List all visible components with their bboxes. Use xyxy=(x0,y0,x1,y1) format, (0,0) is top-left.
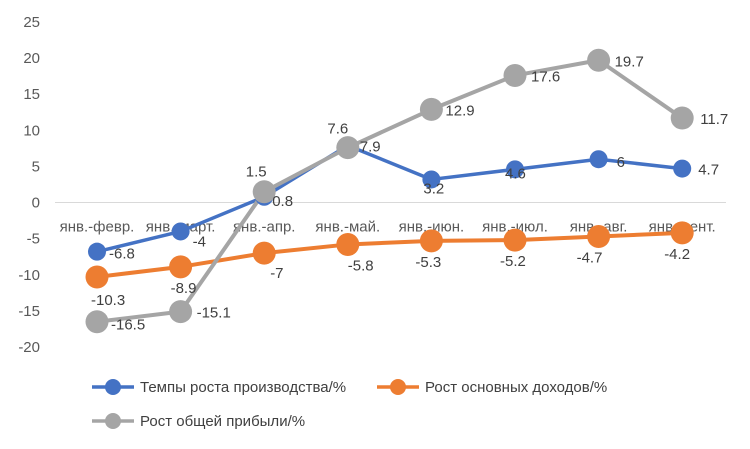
data-point xyxy=(169,300,193,324)
data-label: 12.9 xyxy=(445,102,474,119)
data-point xyxy=(85,265,109,289)
data-point xyxy=(169,255,193,279)
data-label: -7 xyxy=(270,265,283,282)
data-point xyxy=(670,106,694,130)
legend-label: Рост основных доходов/% xyxy=(425,379,607,396)
data-label: 1.5 xyxy=(246,164,267,181)
data-point xyxy=(88,242,106,261)
data-point xyxy=(670,221,694,245)
data-point xyxy=(85,310,109,334)
series-line xyxy=(96,230,683,279)
series-points xyxy=(85,48,694,334)
data-point xyxy=(336,232,360,256)
data-point xyxy=(506,160,524,179)
y-tick-label: -15 xyxy=(18,303,40,320)
data-point xyxy=(587,225,611,248)
y-tick-label: -20 xyxy=(18,339,40,356)
data-label: -10.3 xyxy=(91,292,125,309)
data-point xyxy=(419,229,443,253)
data-label: 3.2 xyxy=(423,180,444,197)
legend-marker xyxy=(390,379,406,395)
data-point xyxy=(503,63,527,87)
data-point xyxy=(422,170,441,189)
data-point xyxy=(252,180,276,204)
y-tick-label: -10 xyxy=(18,267,40,284)
data-point xyxy=(336,136,360,160)
data-label: 0.8 xyxy=(272,193,293,210)
data-label: 4.7 xyxy=(698,162,719,179)
data-label: 6 xyxy=(617,154,625,171)
data-point xyxy=(503,228,527,252)
data-label: -4 xyxy=(193,233,206,250)
data-label: -4.7 xyxy=(577,250,603,267)
data-label: -15.1 xyxy=(197,305,231,322)
data-label: 4.6 xyxy=(505,165,526,182)
y-tick-label: 20 xyxy=(23,50,40,67)
data-label: 11.7 xyxy=(700,111,728,128)
data-label: -6.8 xyxy=(109,246,135,263)
x-tick-label: янв.-май. xyxy=(315,219,380,236)
data-labels: -6.8 -4 0.8 7.9 3.2 4.6 6 4.7 -10.3 -8.9 -7 -5.8 -5.… xyxy=(91,53,728,333)
x-tick-label: янв.-июн. xyxy=(399,219,465,236)
legend-label: Темпы роста производства/% xyxy=(140,379,346,396)
x-tick-label: янв.-февр. xyxy=(60,219,135,236)
series-lines xyxy=(96,58,684,324)
y-tick-label: -5 xyxy=(27,231,40,248)
legend-marker xyxy=(105,413,121,429)
y-axis: 25 20 15 10 5 0 -5 -10 -15 -20 xyxy=(18,14,40,356)
data-label: -16.5 xyxy=(111,317,145,334)
legend-label: Рост общей прибыли/% xyxy=(140,413,305,430)
data-label: -5.2 xyxy=(500,253,526,270)
data-label: -5.3 xyxy=(415,254,441,271)
data-label: -8.9 xyxy=(171,280,197,297)
legend-marker xyxy=(105,379,121,395)
x-tick-label: янв.-июл. xyxy=(482,219,548,236)
data-point xyxy=(673,159,692,178)
data-point xyxy=(171,222,190,241)
x-axis: янв.-февр.янв.-март.янв.-апр.янв.-май.ян… xyxy=(60,219,716,236)
series-line xyxy=(96,58,684,324)
x-tick-label: янв.-апр. xyxy=(233,219,296,236)
data-point xyxy=(252,241,276,265)
data-point xyxy=(587,48,611,72)
data-label: 17.6 xyxy=(531,68,560,85)
data-label: -5.8 xyxy=(348,257,374,274)
y-tick-label: 25 xyxy=(23,14,40,31)
legend: Темпы роста производства/% Рост основных … xyxy=(92,379,607,430)
data-label: -4.2 xyxy=(664,246,690,263)
y-tick-label: 0 xyxy=(32,195,40,212)
data-label: 7.6 xyxy=(327,121,348,138)
y-tick-label: 10 xyxy=(23,122,40,139)
y-tick-label: 5 xyxy=(32,158,40,175)
data-point xyxy=(589,150,608,169)
data-label: 7.9 xyxy=(360,139,381,156)
data-label: 19.7 xyxy=(615,53,644,70)
series-line xyxy=(96,143,683,254)
data-point xyxy=(419,97,443,121)
y-tick-label: 15 xyxy=(23,86,40,103)
